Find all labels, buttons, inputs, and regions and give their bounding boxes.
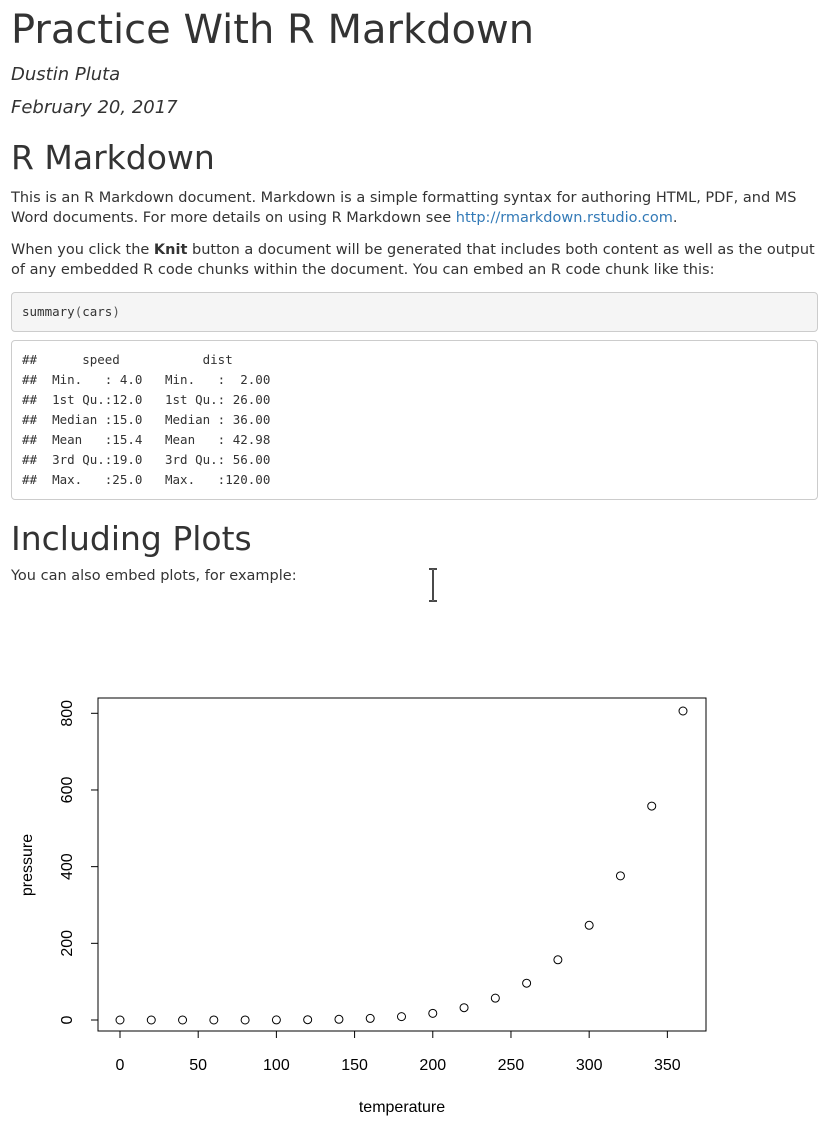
plot-frame <box>97 697 707 1032</box>
data-point <box>428 1008 438 1018</box>
x-tick-label: 100 <box>263 1057 290 1074</box>
data-point <box>271 1015 281 1025</box>
data-point <box>115 1015 125 1025</box>
data-point <box>334 1014 344 1024</box>
pressure-scatter-plot: 0 50 100 150 200 250 300 350 0 200 400 600 800 temp… <box>19 697 707 1116</box>
output-line: ## Min. : 4.0 Min. : 2.00 <box>22 372 286 387</box>
data-point <box>647 801 657 811</box>
data-point <box>522 978 532 988</box>
knit-text-pre: When you click the <box>11 242 154 258</box>
plots-paragraph: You can also embed plots, for example: <box>11 568 297 584</box>
data-point <box>553 955 563 965</box>
y-tick-label: 600 <box>59 777 76 804</box>
data-point <box>365 1013 375 1023</box>
data-point <box>615 871 625 881</box>
y-tick-label: 800 <box>59 700 76 727</box>
data-point <box>209 1015 219 1025</box>
x-tick-label: 150 <box>341 1057 368 1074</box>
knit-bold: Knit <box>153 242 188 258</box>
data-point <box>146 1015 156 1025</box>
section-heading-including-plots: Including Plots <box>11 519 252 558</box>
x-axis: 0 50 100 150 200 250 300 350 <box>116 1030 681 1074</box>
y-axis: 0 200 400 600 800 <box>59 700 99 1024</box>
data-point <box>240 1015 250 1025</box>
output-line: ## Median :15.0 Median : 36.00 <box>22 412 286 427</box>
x-tick-label: 0 <box>116 1057 125 1074</box>
code-chunk[interactable]: summary(cars) <box>11 292 818 332</box>
data-points <box>115 706 688 1025</box>
data-point <box>303 1015 313 1025</box>
rmarkdown-link[interactable]: http://rmarkdown.rstudio.com <box>455 210 673 226</box>
output-line: ## speed dist <box>22 352 286 367</box>
code-argument: cars <box>82 304 113 319</box>
y-tick-label: 400 <box>59 853 76 880</box>
x-axis-label: temperature <box>359 1099 445 1116</box>
y-axis-label: pressure <box>19 834 36 896</box>
y-tick-label: 0 <box>59 1015 76 1024</box>
x-tick-label: 300 <box>576 1057 603 1074</box>
code-output[interactable]: ## speed dist ## Min. : 4.0 Min. : 2.00 … <box>11 340 818 500</box>
y-tick-label: 200 <box>59 930 76 957</box>
data-point <box>584 920 594 930</box>
data-point <box>490 993 500 1003</box>
output-line: ## 1st Qu.:12.0 1st Qu.: 26.00 <box>22 392 286 407</box>
knit-paragraph: When you click the Knit button a documen… <box>11 240 818 280</box>
intro-text: This is an R Markdown document. Markdown… <box>11 190 797 226</box>
author: Dustin Pluta <box>11 64 121 85</box>
data-point <box>459 1003 469 1013</box>
text-cursor-icon <box>429 568 437 602</box>
code-paren-open: ( <box>74 304 83 319</box>
output-line: ## Max. :25.0 Max. :120.00 <box>22 472 286 487</box>
x-tick-label: 250 <box>498 1057 525 1074</box>
x-tick-label: 200 <box>419 1057 446 1074</box>
intro-paragraph: This is an R Markdown document. Markdown… <box>11 188 818 228</box>
section-heading-r-markdown: R Markdown <box>11 138 215 177</box>
data-point <box>178 1015 188 1025</box>
page-title: Practice With R Markdown <box>11 7 535 53</box>
data-point <box>397 1012 406 1022</box>
output-line: ## 3rd Qu.:19.0 3rd Qu.: 56.00 <box>22 452 286 467</box>
output-line: ## Mean :15.4 Mean : 42.98 <box>22 432 286 447</box>
code-function: summary <box>22 304 75 319</box>
code-paren-close: ) <box>112 304 120 319</box>
document: Practice With R Markdown Dustin Pluta Fe… <box>11 0 818 586</box>
knit-text-post: button a document will be generated that… <box>11 242 815 278</box>
x-tick-label: 50 <box>189 1057 207 1074</box>
intro-end: . <box>672 210 678 226</box>
x-tick-label: 350 <box>654 1057 681 1074</box>
data-point <box>678 706 688 716</box>
date: February 20, 2017 <box>11 97 178 118</box>
